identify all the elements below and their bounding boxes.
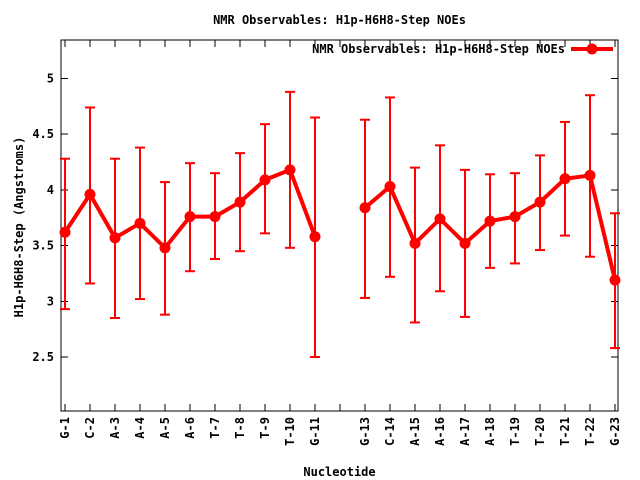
y-tick-label: 4 <box>47 183 54 197</box>
data-point <box>584 169 596 181</box>
data-point <box>84 188 96 200</box>
data-point <box>259 174 271 186</box>
x-tick-label: A-16 <box>433 417 447 446</box>
data-point <box>509 211 521 223</box>
data-point <box>609 274 621 286</box>
data-point <box>209 211 221 223</box>
data-point <box>484 215 496 227</box>
data-line <box>63 167 617 281</box>
data-point <box>109 232 121 244</box>
data-point <box>234 196 246 208</box>
data-point <box>159 242 171 254</box>
data-point <box>184 211 196 223</box>
x-tick-label: A-3 <box>108 417 122 439</box>
y-tick-label: 2.5 <box>32 350 54 364</box>
y-tick-labels: 2.5 3 3.5 4 4.5 5 <box>32 72 54 365</box>
y-tick-label: 3 <box>47 294 54 308</box>
data-point <box>559 173 571 185</box>
data-point <box>459 237 471 249</box>
y-tick-label: 4.5 <box>32 127 54 141</box>
legend-sample <box>571 43 613 55</box>
x-tick-label: T-9 <box>258 417 272 439</box>
y-ticks <box>61 78 618 358</box>
x-tick-labels: G-1 C-2 A-3 A-4 A-5 A-6 T-7 T-8 T-9 T-10 G-11 G-13 C… <box>58 417 622 446</box>
data-point <box>284 164 296 176</box>
data-point <box>534 196 546 208</box>
x-tick-label: G-11 <box>308 417 322 446</box>
legend-label: NMR Observables: H1p-H6H8-Step NOEs <box>312 42 565 56</box>
x-tick-label: T-21 <box>558 417 572 446</box>
x-tick-label: G-13 <box>358 417 372 446</box>
x-tick-label: C-14 <box>383 417 397 446</box>
x-tick-label: T-19 <box>508 417 522 446</box>
x-tick-label: G-23 <box>608 417 622 446</box>
data-point <box>359 202 371 214</box>
x-tick-label: A-18 <box>483 417 497 446</box>
data-points <box>59 164 621 286</box>
data-point <box>134 217 146 229</box>
chart-title: NMR Observables: H1p-H6H8-Step NOEs <box>213 13 466 27</box>
x-tick-label: T-8 <box>233 417 247 439</box>
data-point <box>309 231 321 243</box>
x-tick-label: G-1 <box>58 417 72 439</box>
x-tick-label: A-15 <box>408 417 422 446</box>
x-ticks <box>64 40 616 411</box>
legend-sample-marker <box>586 43 598 55</box>
x-tick-label: A-5 <box>158 417 172 439</box>
data-point <box>434 213 446 225</box>
x-tick-label: C-2 <box>83 417 97 439</box>
data-point <box>409 237 421 249</box>
x-tick-label: T-7 <box>208 417 222 439</box>
x-tick-label: T-22 <box>583 417 597 446</box>
x-axis-title: Nucleotide <box>303 465 376 479</box>
x-tick-label: A-4 <box>133 417 147 439</box>
data-point <box>59 226 71 238</box>
x-tick-label: A-6 <box>183 417 197 439</box>
x-tick-label: T-20 <box>533 417 547 446</box>
x-tick-label: A-17 <box>458 417 472 446</box>
data-point <box>384 181 396 193</box>
y-tick-label: 5 <box>47 72 54 86</box>
x-tick-label: T-10 <box>283 417 297 446</box>
y-tick-label: 3.5 <box>32 239 54 253</box>
